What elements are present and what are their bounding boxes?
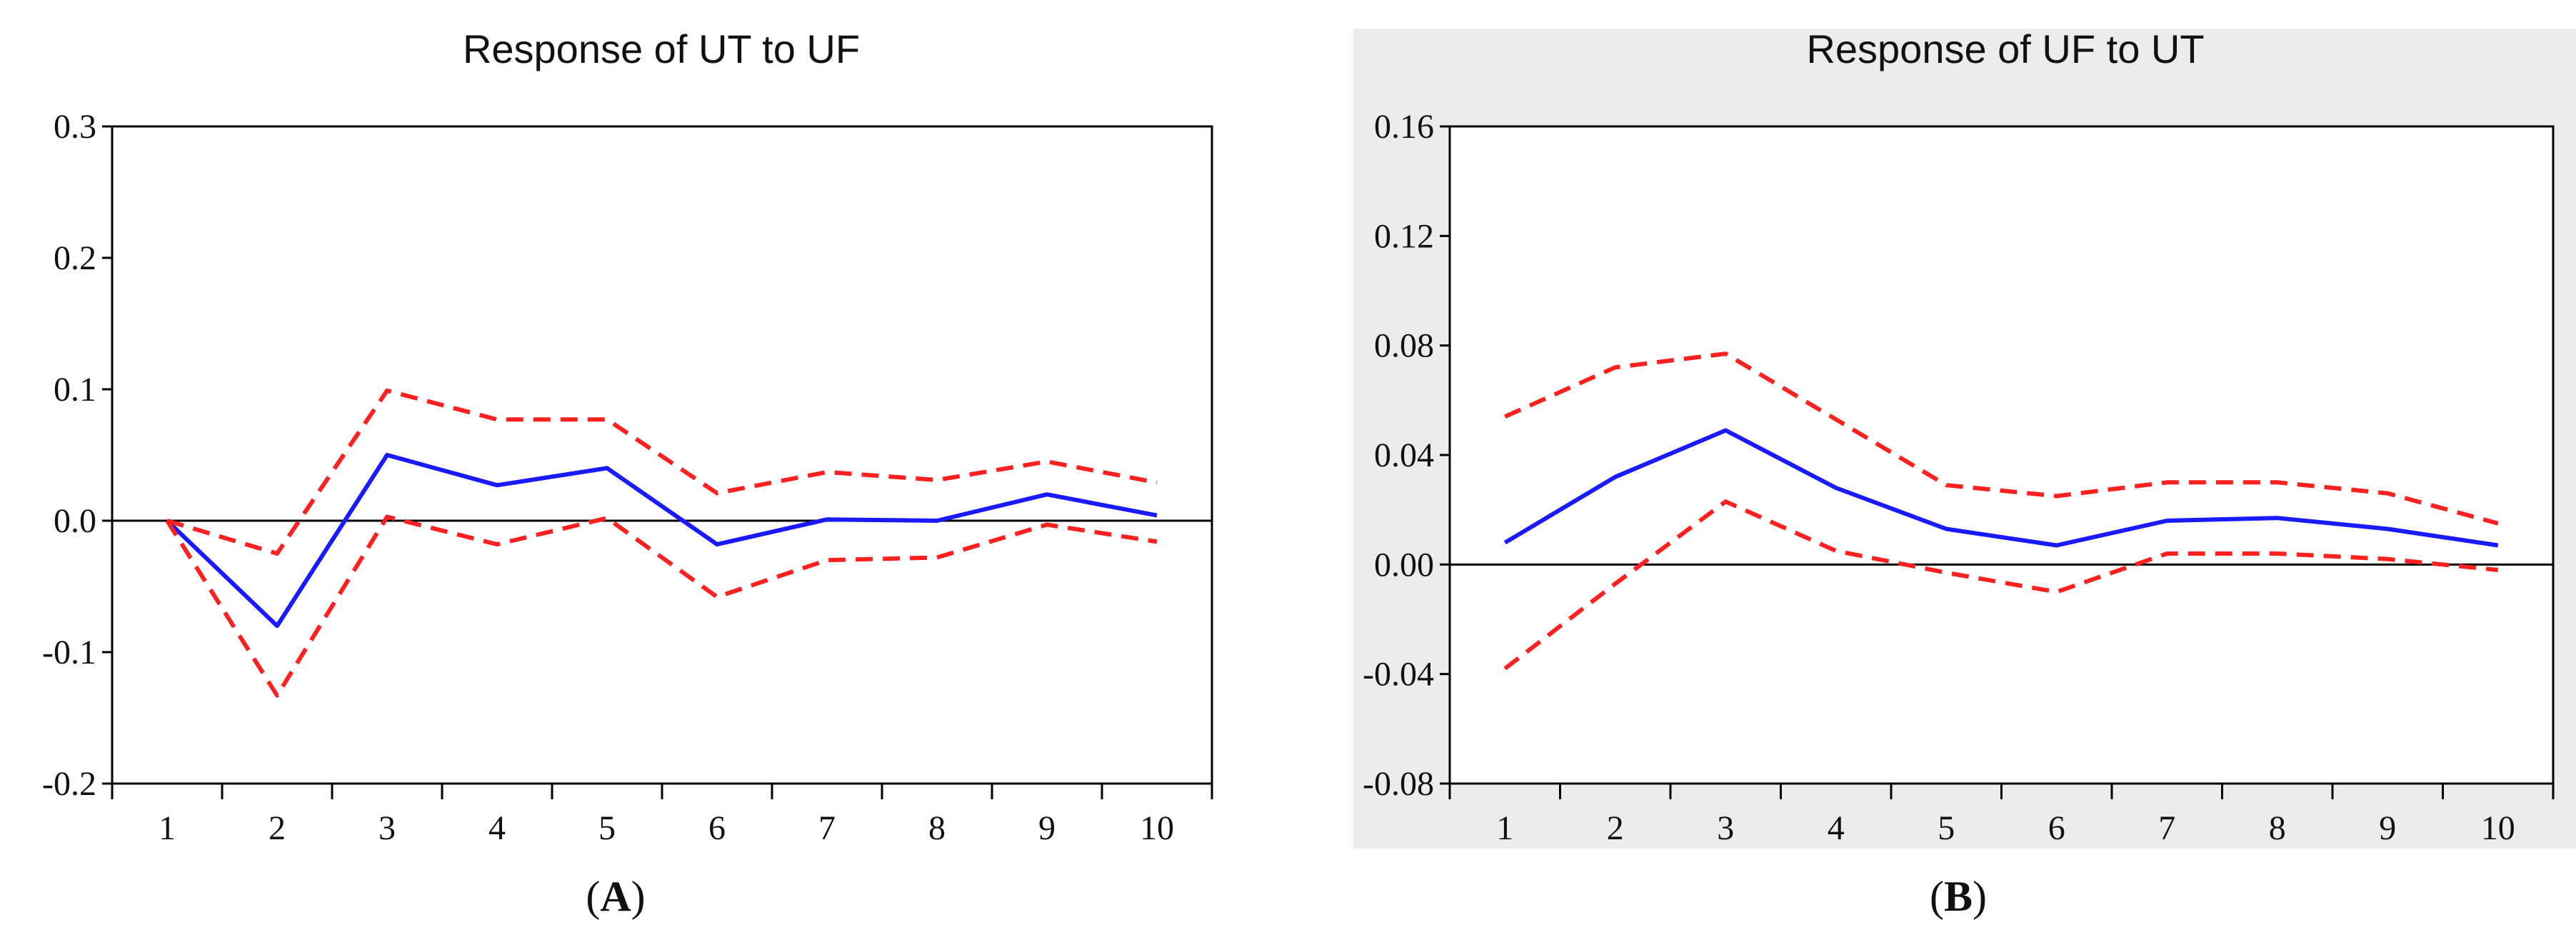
chart-b-plot-area: [1448, 125, 2555, 785]
chart-b-xtick-label: 5: [1938, 809, 1955, 847]
chart-a-series-lower-band: [165, 514, 1158, 698]
chart-a-ytick-label: 0.1: [54, 371, 96, 409]
panel-a: Response of UT to UF -0.2 -0.1 0.0 0.1 0.2 0.…: [42, 26, 1213, 920]
chart-b-ytick-label: -0.08: [1363, 765, 1434, 803]
chart-b-series-upper-band: [1504, 351, 2499, 526]
chart-b-xtick-label: 7: [2158, 809, 2175, 847]
chart-a-xtick-label: 10: [1140, 809, 1174, 847]
chart-a-xtick-label: 5: [598, 809, 616, 847]
chart-a-xtick-label: 8: [928, 809, 946, 847]
chart-a-xtick-label: 9: [1038, 809, 1056, 847]
chart-b-xtick-label: 4: [1828, 809, 1845, 847]
chart-a-series-upper-band: [166, 388, 1158, 556]
chart-a-ytick-label: 0.3: [54, 108, 96, 146]
chart-b-marks: -0.08 -0.04 0.00 0.04 0.08 0.12 0.16 1 2 3 4 5 6 7 8 9 1…: [1363, 108, 2555, 847]
chart-a-ytick-label: 0.2: [54, 239, 96, 277]
panel-b-letter: B: [1944, 873, 1973, 920]
chart-b-xtick-label: 8: [2269, 809, 2286, 847]
chart-b-xtick-label: 2: [1607, 809, 1624, 847]
chart-a-ytick-label: -0.2: [42, 765, 96, 803]
chart-b-title: Response of UF to UT: [1806, 26, 2204, 71]
chart-b-ytick-label: 0.00: [1374, 546, 1434, 584]
panel-b-label: (B): [1930, 873, 1987, 920]
chart-a-xtick-label: 2: [269, 809, 286, 847]
chart-b-ytick-label: 0.12: [1374, 217, 1434, 255]
panel-a-label: (A): [586, 873, 645, 920]
chart-b-xtick-label: 6: [2048, 809, 2065, 847]
chart-a-xtick-label: 4: [488, 809, 506, 847]
chart-b-ytick-label: 0.08: [1374, 327, 1434, 365]
chart-a-xtick-label: 6: [708, 809, 726, 847]
chart-a-xtick-label: 3: [379, 809, 396, 847]
chart-b-series-response: [1503, 428, 2499, 548]
chart-a-xtick-label: 1: [159, 809, 176, 847]
chart-b-ytick-label: -0.04: [1363, 656, 1434, 694]
panel-b: Response of UF to UT -0.08 -0.04 0.00 0.04 0…: [1353, 26, 2576, 920]
chart-b-ytick-label: 0.16: [1374, 108, 1434, 146]
chart-a-ytick-label: -0.1: [42, 634, 96, 671]
chart-a-xtick-label: 7: [818, 809, 836, 847]
chart-b-xtick-label: 1: [1496, 809, 1513, 847]
chart-a-ytick-label: 0.0: [54, 502, 96, 540]
chart-a-series-response: [165, 453, 1158, 629]
chart-b-xtick-label: 10: [2481, 809, 2515, 847]
chart-b-xtick-label: 3: [1717, 809, 1734, 847]
chart-a-marks: -0.2 -0.1 0.0 0.1 0.2 0.3 1 2 3 4 5 6 7 8 9 10: [42, 108, 1213, 847]
chart-b-xtick-label: 9: [2379, 809, 2396, 847]
panel-a-letter: A: [600, 873, 631, 920]
chart-b-series-lower-band: [1503, 499, 2499, 671]
chart-b-ytick-label: 0.04: [1374, 436, 1434, 474]
chart-a-title: Response of UT to UF: [463, 26, 860, 71]
